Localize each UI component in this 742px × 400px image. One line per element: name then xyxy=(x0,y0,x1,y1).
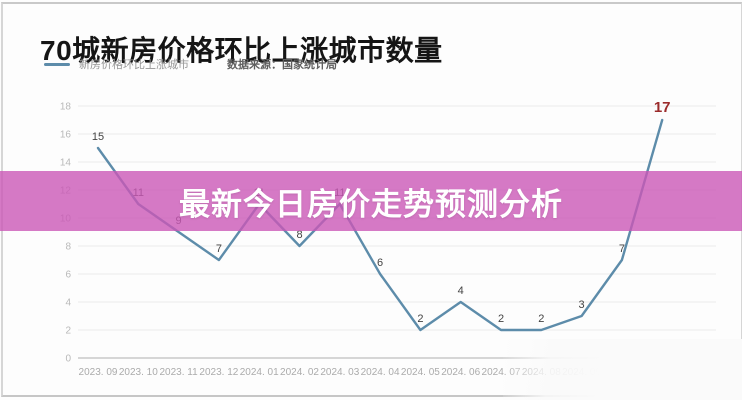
svg-text:2023. 09: 2023. 09 xyxy=(79,367,118,378)
legend-series-label: 新房价格环比上涨城市 xyxy=(79,59,189,71)
svg-text:18: 18 xyxy=(60,102,72,113)
svg-text:8: 8 xyxy=(65,242,71,253)
data-value-label: 2 xyxy=(498,313,504,325)
watermark-blur-box xyxy=(503,339,742,400)
svg-text:2023. 12: 2023. 12 xyxy=(199,367,238,378)
data-value-label: 6 xyxy=(377,257,383,269)
highlighted-last-value-label: 17 xyxy=(654,99,671,116)
svg-text:2024. 01: 2024. 01 xyxy=(240,367,279,378)
svg-text:6: 6 xyxy=(65,270,71,281)
svg-text:4: 4 xyxy=(65,298,71,309)
y-axis-labels: 024681012141618 xyxy=(60,102,72,365)
legend: 新房价格环比上涨城市 数据来源：国家统计局 xyxy=(44,56,337,72)
data-value-label: 3 xyxy=(579,299,585,311)
svg-text:2024. 04: 2024. 04 xyxy=(361,367,400,378)
data-value-label: 7 xyxy=(619,243,625,255)
svg-text:2024. 02: 2024. 02 xyxy=(280,367,319,378)
svg-text:0: 0 xyxy=(65,354,71,365)
svg-text:2023. 11: 2023. 11 xyxy=(160,367,199,378)
gridlines xyxy=(78,105,716,359)
svg-text:2024. 07: 2024. 07 xyxy=(482,367,521,378)
page-title: 70城新房价格环比上涨城市数量 xyxy=(40,34,443,66)
svg-text:2024. 05: 2024. 05 xyxy=(401,367,440,378)
price-line xyxy=(96,118,664,332)
svg-text:14: 14 xyxy=(60,158,72,169)
data-source-label: 数据来源：国家统计局 xyxy=(227,59,337,71)
svg-text:2024. 06: 2024. 06 xyxy=(441,367,480,378)
data-value-label: 4 xyxy=(458,285,464,297)
overlay-banner: 最新今日房价走势预测分析 xyxy=(0,171,742,231)
svg-text:2: 2 xyxy=(65,326,71,337)
svg-text:16: 16 xyxy=(60,130,72,141)
data-value-label: 15 xyxy=(92,131,104,143)
data-value-label: 2 xyxy=(538,313,544,325)
svg-text:2024. 03: 2024. 03 xyxy=(320,367,359,378)
data-value-label: 7 xyxy=(216,243,222,255)
overlay-banner-text: 最新今日房价走势预测分析 xyxy=(179,186,563,222)
data-value-label: 2 xyxy=(417,313,423,325)
legend-line-swatch xyxy=(44,62,70,66)
svg-text:2023. 10: 2023. 10 xyxy=(119,367,158,378)
data-value-label: 8 xyxy=(296,229,302,241)
